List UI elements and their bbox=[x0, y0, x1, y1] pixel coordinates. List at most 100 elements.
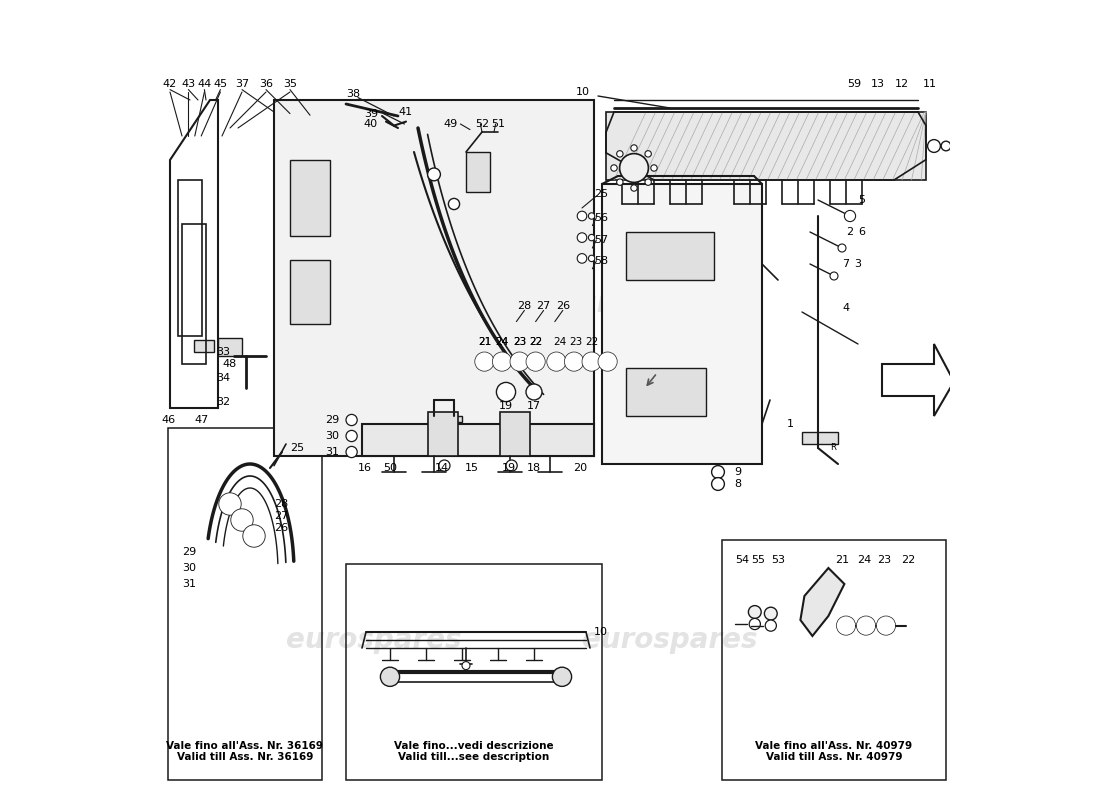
Text: 6: 6 bbox=[858, 227, 865, 237]
Circle shape bbox=[578, 254, 586, 263]
Text: 9: 9 bbox=[734, 467, 741, 477]
Text: 54: 54 bbox=[735, 555, 749, 565]
Circle shape bbox=[645, 179, 651, 186]
Circle shape bbox=[578, 211, 586, 221]
Polygon shape bbox=[428, 416, 462, 422]
Text: 27: 27 bbox=[274, 511, 288, 521]
Text: 30: 30 bbox=[326, 431, 340, 441]
Text: 25: 25 bbox=[290, 443, 304, 453]
Bar bbox=[626, 232, 714, 280]
Circle shape bbox=[582, 352, 602, 371]
Text: 23: 23 bbox=[569, 338, 582, 347]
Polygon shape bbox=[274, 100, 594, 456]
Text: 47: 47 bbox=[195, 415, 209, 425]
Text: 28: 28 bbox=[517, 301, 531, 310]
Polygon shape bbox=[362, 424, 594, 456]
Text: 42: 42 bbox=[163, 79, 177, 89]
Text: 53: 53 bbox=[771, 555, 785, 565]
Circle shape bbox=[588, 255, 595, 262]
Circle shape bbox=[766, 620, 777, 631]
Text: 7: 7 bbox=[842, 259, 849, 269]
Text: 26: 26 bbox=[556, 301, 570, 310]
Text: 31: 31 bbox=[326, 447, 340, 457]
Text: 57: 57 bbox=[594, 235, 608, 245]
Circle shape bbox=[564, 352, 584, 371]
Circle shape bbox=[630, 185, 637, 191]
Text: 24: 24 bbox=[553, 338, 566, 347]
Circle shape bbox=[857, 616, 876, 635]
Circle shape bbox=[526, 384, 542, 400]
Circle shape bbox=[552, 667, 572, 686]
Text: 59: 59 bbox=[847, 79, 861, 89]
Circle shape bbox=[493, 352, 512, 371]
Circle shape bbox=[439, 460, 450, 471]
Text: 58: 58 bbox=[594, 256, 608, 266]
Circle shape bbox=[569, 356, 580, 367]
Circle shape bbox=[748, 606, 761, 618]
Circle shape bbox=[510, 352, 529, 371]
Circle shape bbox=[954, 141, 962, 150]
Polygon shape bbox=[602, 184, 762, 464]
Text: 14: 14 bbox=[434, 463, 449, 473]
Text: 44: 44 bbox=[197, 79, 211, 89]
Text: 11: 11 bbox=[923, 79, 937, 89]
Text: 22: 22 bbox=[529, 338, 542, 347]
Text: R: R bbox=[830, 443, 836, 453]
Text: 24: 24 bbox=[495, 338, 508, 347]
Bar bbox=[500, 412, 530, 456]
Text: 41: 41 bbox=[398, 107, 412, 117]
Bar bbox=[167, 428, 322, 780]
Text: 17: 17 bbox=[527, 402, 541, 411]
Text: 24: 24 bbox=[857, 555, 871, 565]
Circle shape bbox=[764, 607, 778, 620]
Text: 23: 23 bbox=[513, 338, 526, 347]
Circle shape bbox=[514, 356, 525, 367]
Polygon shape bbox=[466, 152, 490, 192]
Circle shape bbox=[248, 530, 261, 542]
Circle shape bbox=[586, 356, 597, 367]
Circle shape bbox=[231, 509, 253, 531]
Text: 49: 49 bbox=[443, 119, 458, 129]
Circle shape bbox=[547, 352, 567, 371]
Circle shape bbox=[235, 514, 249, 526]
Text: Vale fino all'Ass. Nr. 36169
Valid till Ass. Nr. 36169: Vale fino all'Ass. Nr. 36169 Valid till … bbox=[166, 741, 323, 762]
Circle shape bbox=[651, 165, 657, 171]
Circle shape bbox=[346, 430, 358, 442]
Bar bbox=[626, 368, 706, 416]
Circle shape bbox=[346, 414, 358, 426]
Polygon shape bbox=[218, 338, 242, 356]
Circle shape bbox=[588, 213, 595, 219]
Text: 10: 10 bbox=[594, 627, 608, 637]
Text: 19: 19 bbox=[502, 463, 516, 473]
Text: 18: 18 bbox=[527, 463, 541, 473]
Text: 22: 22 bbox=[901, 555, 915, 565]
Polygon shape bbox=[801, 568, 845, 636]
Polygon shape bbox=[194, 340, 214, 352]
Text: 3: 3 bbox=[854, 259, 861, 269]
Text: 23: 23 bbox=[878, 555, 891, 565]
Text: Vale fino...vedi descrizione
Valid till...see description: Vale fino...vedi descrizione Valid till.… bbox=[394, 741, 553, 762]
Circle shape bbox=[219, 493, 241, 515]
Text: 55: 55 bbox=[751, 555, 764, 565]
Text: 22: 22 bbox=[529, 338, 542, 347]
Circle shape bbox=[449, 198, 460, 210]
Bar bbox=[722, 540, 946, 780]
Text: 21: 21 bbox=[477, 338, 491, 347]
Circle shape bbox=[428, 168, 440, 181]
Circle shape bbox=[712, 478, 725, 490]
Circle shape bbox=[475, 352, 494, 371]
Text: 30: 30 bbox=[182, 563, 196, 573]
Text: 24: 24 bbox=[495, 338, 508, 347]
Polygon shape bbox=[882, 344, 954, 416]
Text: 39: 39 bbox=[364, 109, 378, 118]
Text: 16: 16 bbox=[358, 463, 372, 473]
Text: 12: 12 bbox=[895, 79, 909, 89]
Text: 50: 50 bbox=[383, 463, 397, 473]
Text: 33: 33 bbox=[216, 347, 230, 357]
Text: 21: 21 bbox=[477, 338, 491, 347]
Text: 19: 19 bbox=[499, 402, 513, 411]
Text: 31: 31 bbox=[182, 579, 196, 589]
Text: 25: 25 bbox=[594, 189, 608, 198]
Text: 21: 21 bbox=[835, 555, 849, 565]
Circle shape bbox=[942, 141, 950, 150]
